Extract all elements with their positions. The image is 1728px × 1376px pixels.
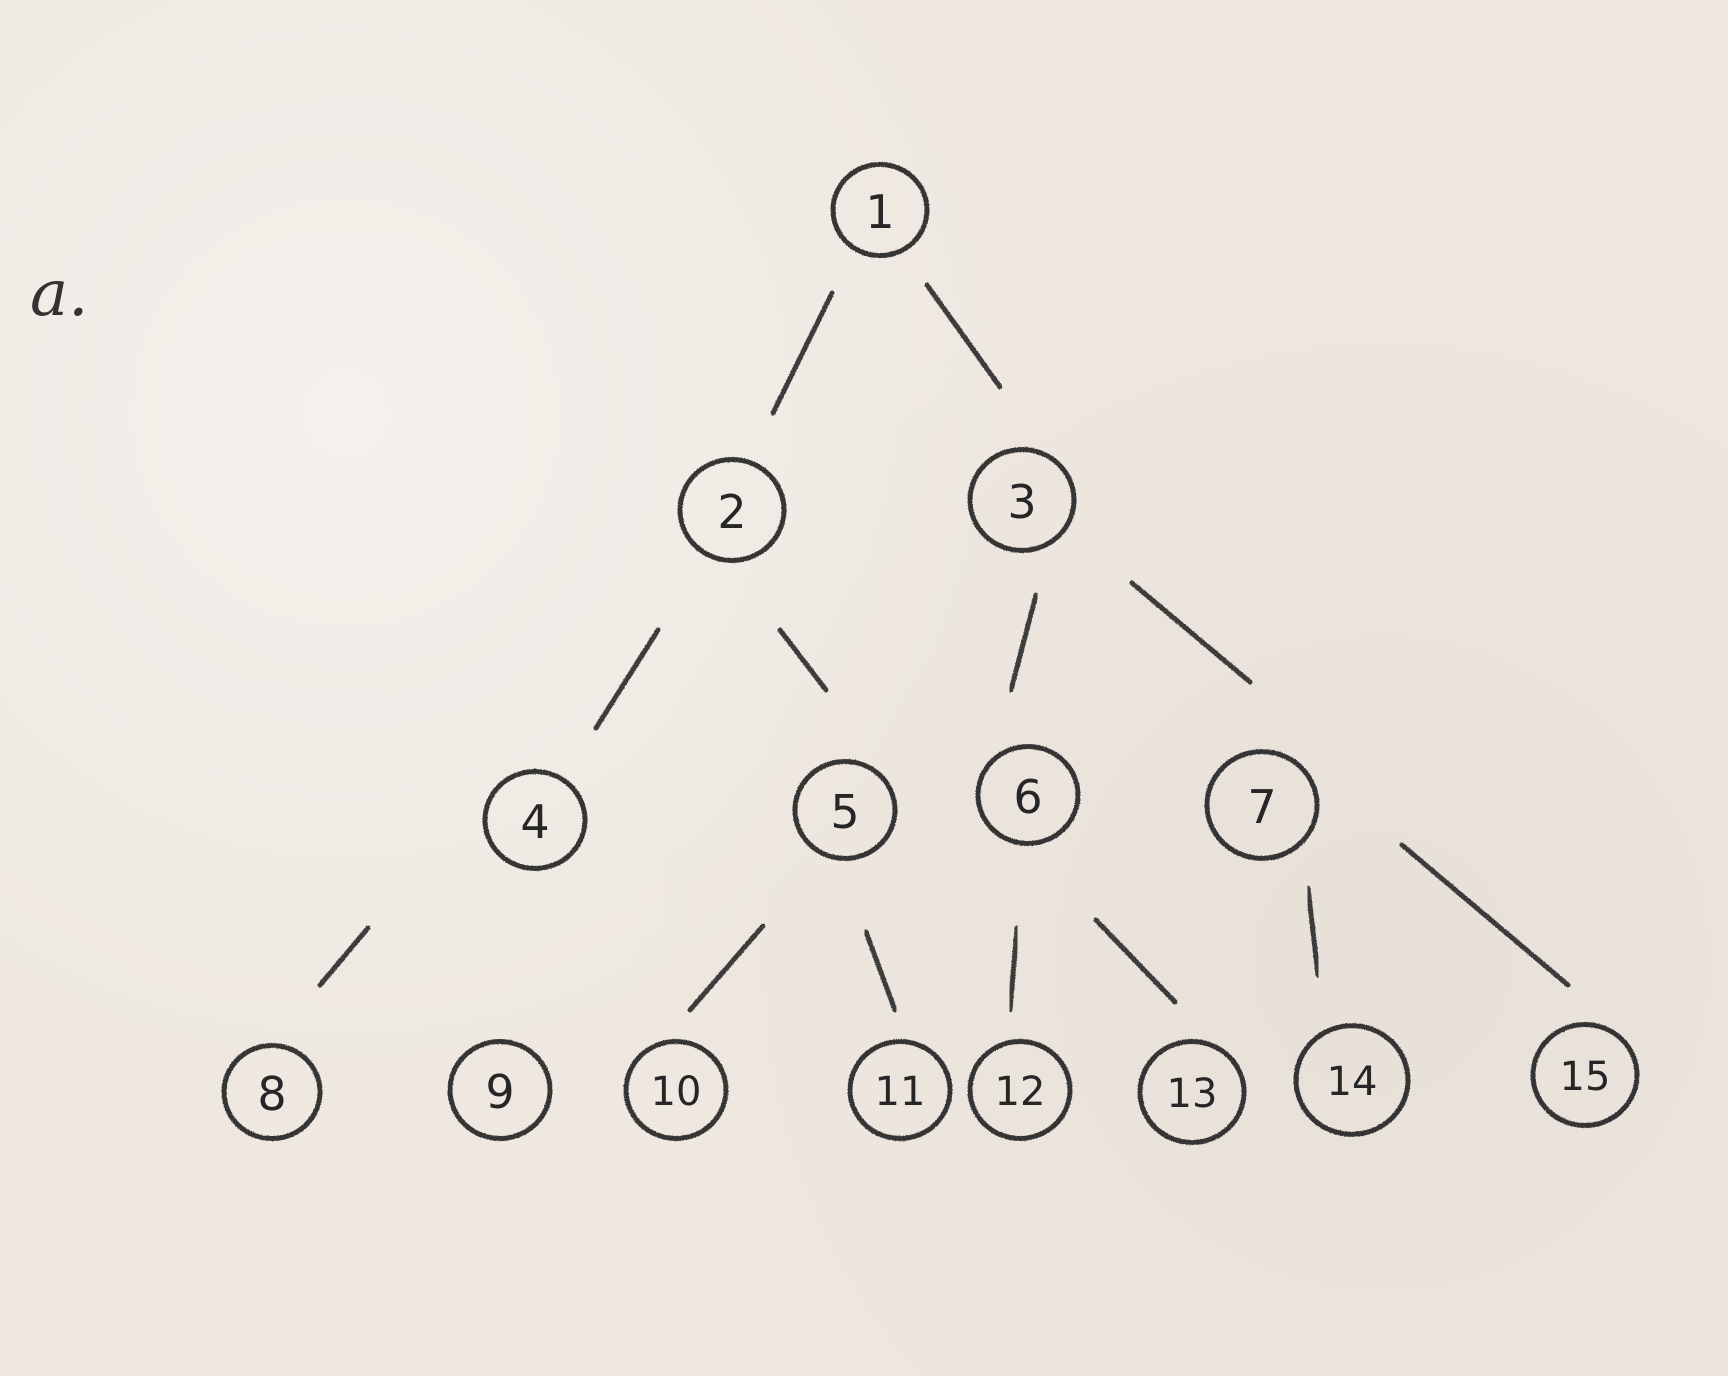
edge-3-6: [1008, 592, 1039, 693]
node-circle: [447, 1039, 553, 1141]
part-label: a.: [30, 257, 89, 331]
node-label: 12: [995, 1069, 1046, 1115]
node-label: 1: [865, 185, 894, 239]
node-label: 14: [1327, 1059, 1378, 1105]
node-label: 4: [520, 795, 549, 849]
node-label: 3: [1007, 475, 1036, 529]
tree-node-9: 9: [447, 1039, 553, 1141]
node-label: 7: [1247, 780, 1276, 834]
tree-node-5: 5: [792, 759, 898, 861]
node-label: 9: [485, 1065, 514, 1119]
tree-node-2: 2: [677, 457, 787, 563]
edge-1-3: [924, 282, 1003, 390]
tree-node-12: 12: [967, 1039, 1073, 1141]
node-label: 13: [1167, 1071, 1218, 1117]
node-label: 2: [717, 485, 746, 539]
edge-5-11: [863, 929, 898, 1013]
node-circle: [482, 769, 588, 871]
node-circle: [975, 744, 1081, 846]
node-label: 10: [651, 1069, 702, 1115]
tree-node-14: 14: [1293, 1023, 1411, 1137]
edge-3-7: [1129, 580, 1253, 685]
edge-7-15: [1399, 842, 1571, 988]
tree-node-3: 3: [967, 447, 1077, 553]
node-circle: [847, 1039, 953, 1141]
node-circle: [967, 447, 1077, 553]
node-circle: [792, 759, 898, 861]
nodes-layer: 12 34 5 6 78 9 10 11 12 13 14 15: [221, 161, 1640, 1145]
tree-node-11: 11: [847, 1039, 953, 1141]
node-label: 8: [257, 1067, 286, 1121]
tree-node-15: 15: [1530, 1022, 1640, 1128]
node-label: 11: [875, 1069, 926, 1115]
edge-2-4: [593, 627, 661, 731]
node-circle: [623, 1039, 729, 1141]
node-circle: [221, 1042, 323, 1142]
node-circle: [830, 161, 930, 259]
node-label: 5: [830, 785, 859, 839]
tree-node-8: 8: [221, 1042, 323, 1142]
node-circle: [1204, 749, 1320, 861]
tree-node-4: 4: [482, 769, 588, 871]
edge-5-10: [687, 923, 766, 1013]
tree-node-7: 7: [1204, 749, 1320, 861]
edge-1-2: [770, 290, 835, 416]
node-circle: [1530, 1022, 1640, 1128]
edge-6-12: [1007, 925, 1020, 1013]
edges-layer: [317, 282, 1571, 1013]
node-circle: [1137, 1039, 1247, 1145]
edge-7-14: [1305, 885, 1321, 978]
node-circle: [967, 1039, 1073, 1141]
edge-2-5: [777, 627, 829, 693]
tree-node-10: 10: [623, 1039, 729, 1141]
node-circle: [1293, 1023, 1411, 1137]
tree-node-13: 13: [1137, 1039, 1247, 1145]
tree-node-6: 6: [975, 744, 1081, 846]
tree-node-1: 1: [830, 161, 930, 259]
node-circle: [677, 457, 787, 563]
edge-4-8: [317, 925, 371, 988]
node-label: 15: [1560, 1054, 1611, 1100]
edge-6-13: [1093, 917, 1178, 1005]
node-label: 6: [1013, 770, 1042, 824]
